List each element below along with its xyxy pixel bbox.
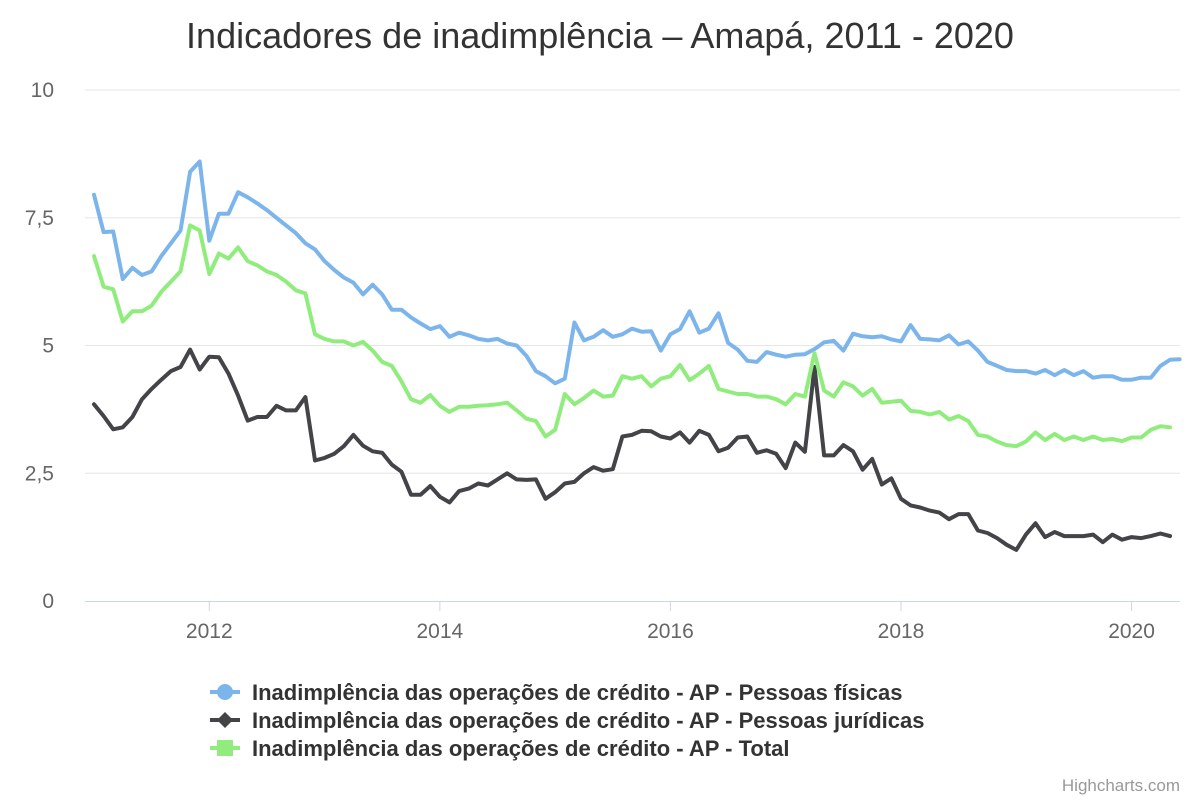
grid-layer bbox=[85, 89, 1180, 474]
y-tick-label: 0 bbox=[42, 590, 54, 613]
legend-item[interactable]: Inadimplência das operações de crédito -… bbox=[210, 708, 924, 733]
legend-label: Inadimplência das operações de crédito -… bbox=[252, 736, 790, 761]
square-marker-icon bbox=[217, 740, 233, 756]
diamond-marker-icon bbox=[217, 712, 233, 728]
x-tick-label: 2018 bbox=[878, 620, 925, 643]
circle-marker-icon bbox=[217, 684, 233, 700]
x-tick-label: 2014 bbox=[416, 620, 463, 643]
legend-label: Inadimplência das operações de crédito -… bbox=[252, 708, 924, 733]
legend-item[interactable]: Inadimplência das operações de crédito -… bbox=[210, 680, 902, 705]
x-tick-label: 2012 bbox=[186, 620, 233, 643]
chart-title: Indicadores de inadimplência – Amapá, 20… bbox=[186, 15, 1014, 56]
legend-label: Inadimplência das operações de crédito -… bbox=[252, 680, 902, 705]
y-tick-label: 5 bbox=[42, 335, 54, 358]
y-tick-label: 10 bbox=[31, 79, 54, 102]
legend: Inadimplência das operações de crédito -… bbox=[210, 680, 924, 761]
series-line-1[interactable] bbox=[92, 159, 1182, 386]
x-tick-label: 2016 bbox=[647, 620, 694, 643]
series-line-3[interactable] bbox=[92, 223, 1172, 449]
y-tick-label: 7,5 bbox=[25, 207, 54, 230]
series-line-2[interactable] bbox=[92, 347, 1172, 552]
x-tick-label: 2020 bbox=[1108, 620, 1155, 643]
legend-item[interactable]: Inadimplência das operações de crédito -… bbox=[210, 736, 790, 761]
series-layer bbox=[92, 159, 1182, 552]
axis-layer: 0 2,5 5 7,5 10 2012 2014 2016 2018 2020 bbox=[25, 79, 1180, 643]
y-tick-label: 2,5 bbox=[25, 462, 54, 485]
credits-link[interactable]: Highcharts.com bbox=[1062, 776, 1180, 795]
